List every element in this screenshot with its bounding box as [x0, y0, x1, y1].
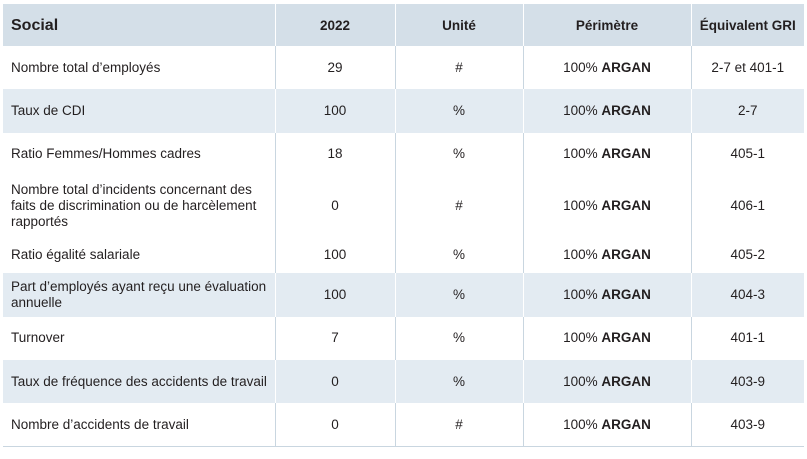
table-row: Taux de CDI 100 % 100% ARGAN 2-7	[3, 89, 804, 133]
row-scope: 100% ARGAN	[522, 176, 691, 237]
scope-pct: 100%	[563, 286, 598, 302]
row-value: 100	[274, 236, 395, 274]
table-row: Nombre total d’employés 29 # 100% ARGAN …	[3, 46, 804, 90]
row-label: Nombre total d’incidents concernant des …	[11, 182, 257, 230]
row-scope: 100% ARGAN	[522, 89, 691, 133]
scope-pct: 100%	[563, 59, 598, 75]
row-unit: %	[394, 236, 523, 274]
scope-name: ARGAN	[601, 198, 651, 214]
scope-name: ARGAN	[601, 286, 651, 302]
row-value: 0	[274, 359, 395, 404]
scope-name: ARGAN	[601, 373, 651, 389]
scope-pct: 100%	[563, 198, 598, 214]
row-value: 100	[274, 89, 395, 133]
row-scope: 100% ARGAN	[522, 46, 691, 90]
row-label: Taux de CDI	[11, 103, 86, 119]
row-scope: 100% ARGAN	[522, 403, 691, 447]
scope-pct: 100%	[563, 246, 598, 262]
table-header-row: Social 2022 Unité Périmètre Équivalent G…	[3, 4, 804, 46]
row-label: Turnover	[11, 330, 65, 346]
table-row: Taux de fréquence des accidents de trava…	[3, 359, 804, 404]
row-unit: #	[394, 176, 523, 237]
row-value: 100	[274, 273, 395, 317]
row-label: Ratio Femmes/Hommes cadres	[11, 146, 201, 162]
row-gri: 403-9	[690, 359, 804, 404]
row-unit: %	[394, 273, 523, 317]
row-label: Ratio égalité salariale	[11, 246, 141, 262]
table-row: Turnover 7 % 100% ARGAN 401-1	[3, 316, 804, 360]
row-value: 0	[274, 403, 395, 447]
scope-pct: 100%	[563, 373, 598, 389]
scope-pct: 100%	[563, 330, 598, 346]
social-indicators-table: Social 2022 Unité Périmètre Équivalent G…	[3, 4, 804, 448]
row-scope: 100% ARGAN	[522, 359, 691, 404]
row-value: 18	[274, 132, 395, 177]
header-unit: Unité	[394, 4, 523, 46]
row-gri: 405-2	[690, 236, 804, 274]
table-row: Ratio égalité salariale 100 % 100% ARGAN…	[3, 236, 804, 274]
row-scope: 100% ARGAN	[522, 132, 691, 177]
row-label: Taux de fréquence des accidents de trava…	[11, 373, 267, 389]
row-gri: 401-1	[690, 316, 804, 360]
row-unit: %	[394, 132, 523, 177]
row-unit: #	[394, 403, 523, 447]
row-gri: 405-1	[690, 132, 804, 177]
row-scope: 100% ARGAN	[522, 236, 691, 274]
scope-name: ARGAN	[601, 103, 651, 119]
header-year: 2022	[274, 4, 395, 46]
row-scope: 100% ARGAN	[522, 273, 691, 317]
row-value: 0	[274, 176, 395, 237]
row-scope: 100% ARGAN	[522, 316, 691, 360]
row-gri: 406-1	[690, 176, 804, 237]
row-unit: %	[394, 359, 523, 404]
row-label: Nombre d’accidents de travail	[11, 416, 189, 432]
table-row: Nombre d’accidents de travail 0 # 100% A…	[3, 403, 804, 447]
header-social: Social	[11, 16, 59, 34]
table-row: Part d’employés ayant reçu une évaluatio…	[3, 273, 804, 317]
scope-name: ARGAN	[601, 146, 651, 162]
table-row: Nombre total d’incidents concernant des …	[3, 176, 804, 237]
table-row: Ratio Femmes/Hommes cadres 18 % 100% ARG…	[3, 132, 804, 177]
row-unit: %	[394, 89, 523, 133]
scope-pct: 100%	[563, 416, 598, 432]
scope-name: ARGAN	[601, 416, 651, 432]
scope-pct: 100%	[563, 103, 598, 119]
row-gri: 2-7	[690, 89, 804, 133]
row-value: 7	[274, 316, 395, 360]
row-gri: 404-3	[690, 273, 804, 317]
row-label: Part d’employés ayant reçu une évaluatio…	[11, 278, 267, 310]
scope-name: ARGAN	[601, 59, 651, 75]
scope-name: ARGAN	[601, 246, 651, 262]
row-value: 29	[274, 46, 395, 90]
row-unit: #	[394, 46, 523, 90]
row-label: Nombre total d’employés	[11, 59, 161, 75]
row-unit: %	[394, 316, 523, 360]
row-gri: 403-9	[690, 403, 804, 447]
scope-pct: 100%	[563, 146, 598, 162]
header-gri: Équivalent GRI	[690, 4, 804, 46]
header-scope: Périmètre	[522, 4, 691, 46]
row-gri: 2-7 et 401-1	[690, 46, 804, 90]
scope-name: ARGAN	[601, 330, 651, 346]
